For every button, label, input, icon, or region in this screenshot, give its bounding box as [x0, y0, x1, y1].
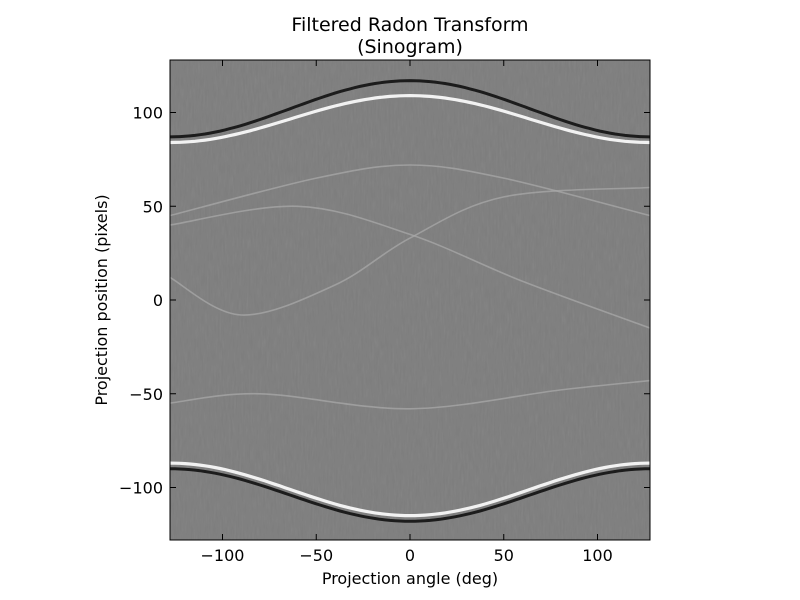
y-tick-label: 0 — [153, 291, 163, 310]
x-tick-label: −100 — [201, 546, 245, 565]
sinogram-boundary-curve — [170, 79, 650, 139]
chart-subtitle: (Sinogram) — [357, 36, 463, 58]
y-tick-label: 100 — [132, 104, 163, 123]
x-tick-label: −50 — [299, 546, 333, 565]
y-axis: −100 −50 0 50 100 — [119, 104, 650, 498]
sinogram-boundary-curve — [170, 93, 650, 145]
y-tick-label: −100 — [119, 479, 163, 498]
sinogram-boundary-curve — [170, 467, 650, 523]
x-axis-label: Projection angle (deg) — [322, 569, 498, 588]
sinogram-feature-curve — [170, 205, 650, 329]
y-tick-label: 50 — [143, 197, 163, 216]
sinogram-feature-curve — [170, 164, 650, 217]
sinogram-feature-curve — [170, 186, 650, 316]
sinogram-texture — [170, 60, 650, 540]
x-tick-label: 0 — [405, 546, 415, 565]
sinogram-feature-curve — [170, 379, 650, 410]
x-tick-label: 50 — [494, 546, 514, 565]
chart-title: Filtered Radon Transform — [291, 14, 528, 36]
sinogram-boundary-curve — [170, 461, 650, 518]
plot-area — [170, 60, 650, 540]
y-axis-label: Projection position (pixels) — [92, 194, 111, 405]
x-axis: −100 −50 0 50 100 — [201, 60, 613, 565]
sinogram-traces — [170, 79, 650, 523]
x-tick-label: 100 — [582, 546, 613, 565]
y-tick-label: −50 — [129, 385, 163, 404]
